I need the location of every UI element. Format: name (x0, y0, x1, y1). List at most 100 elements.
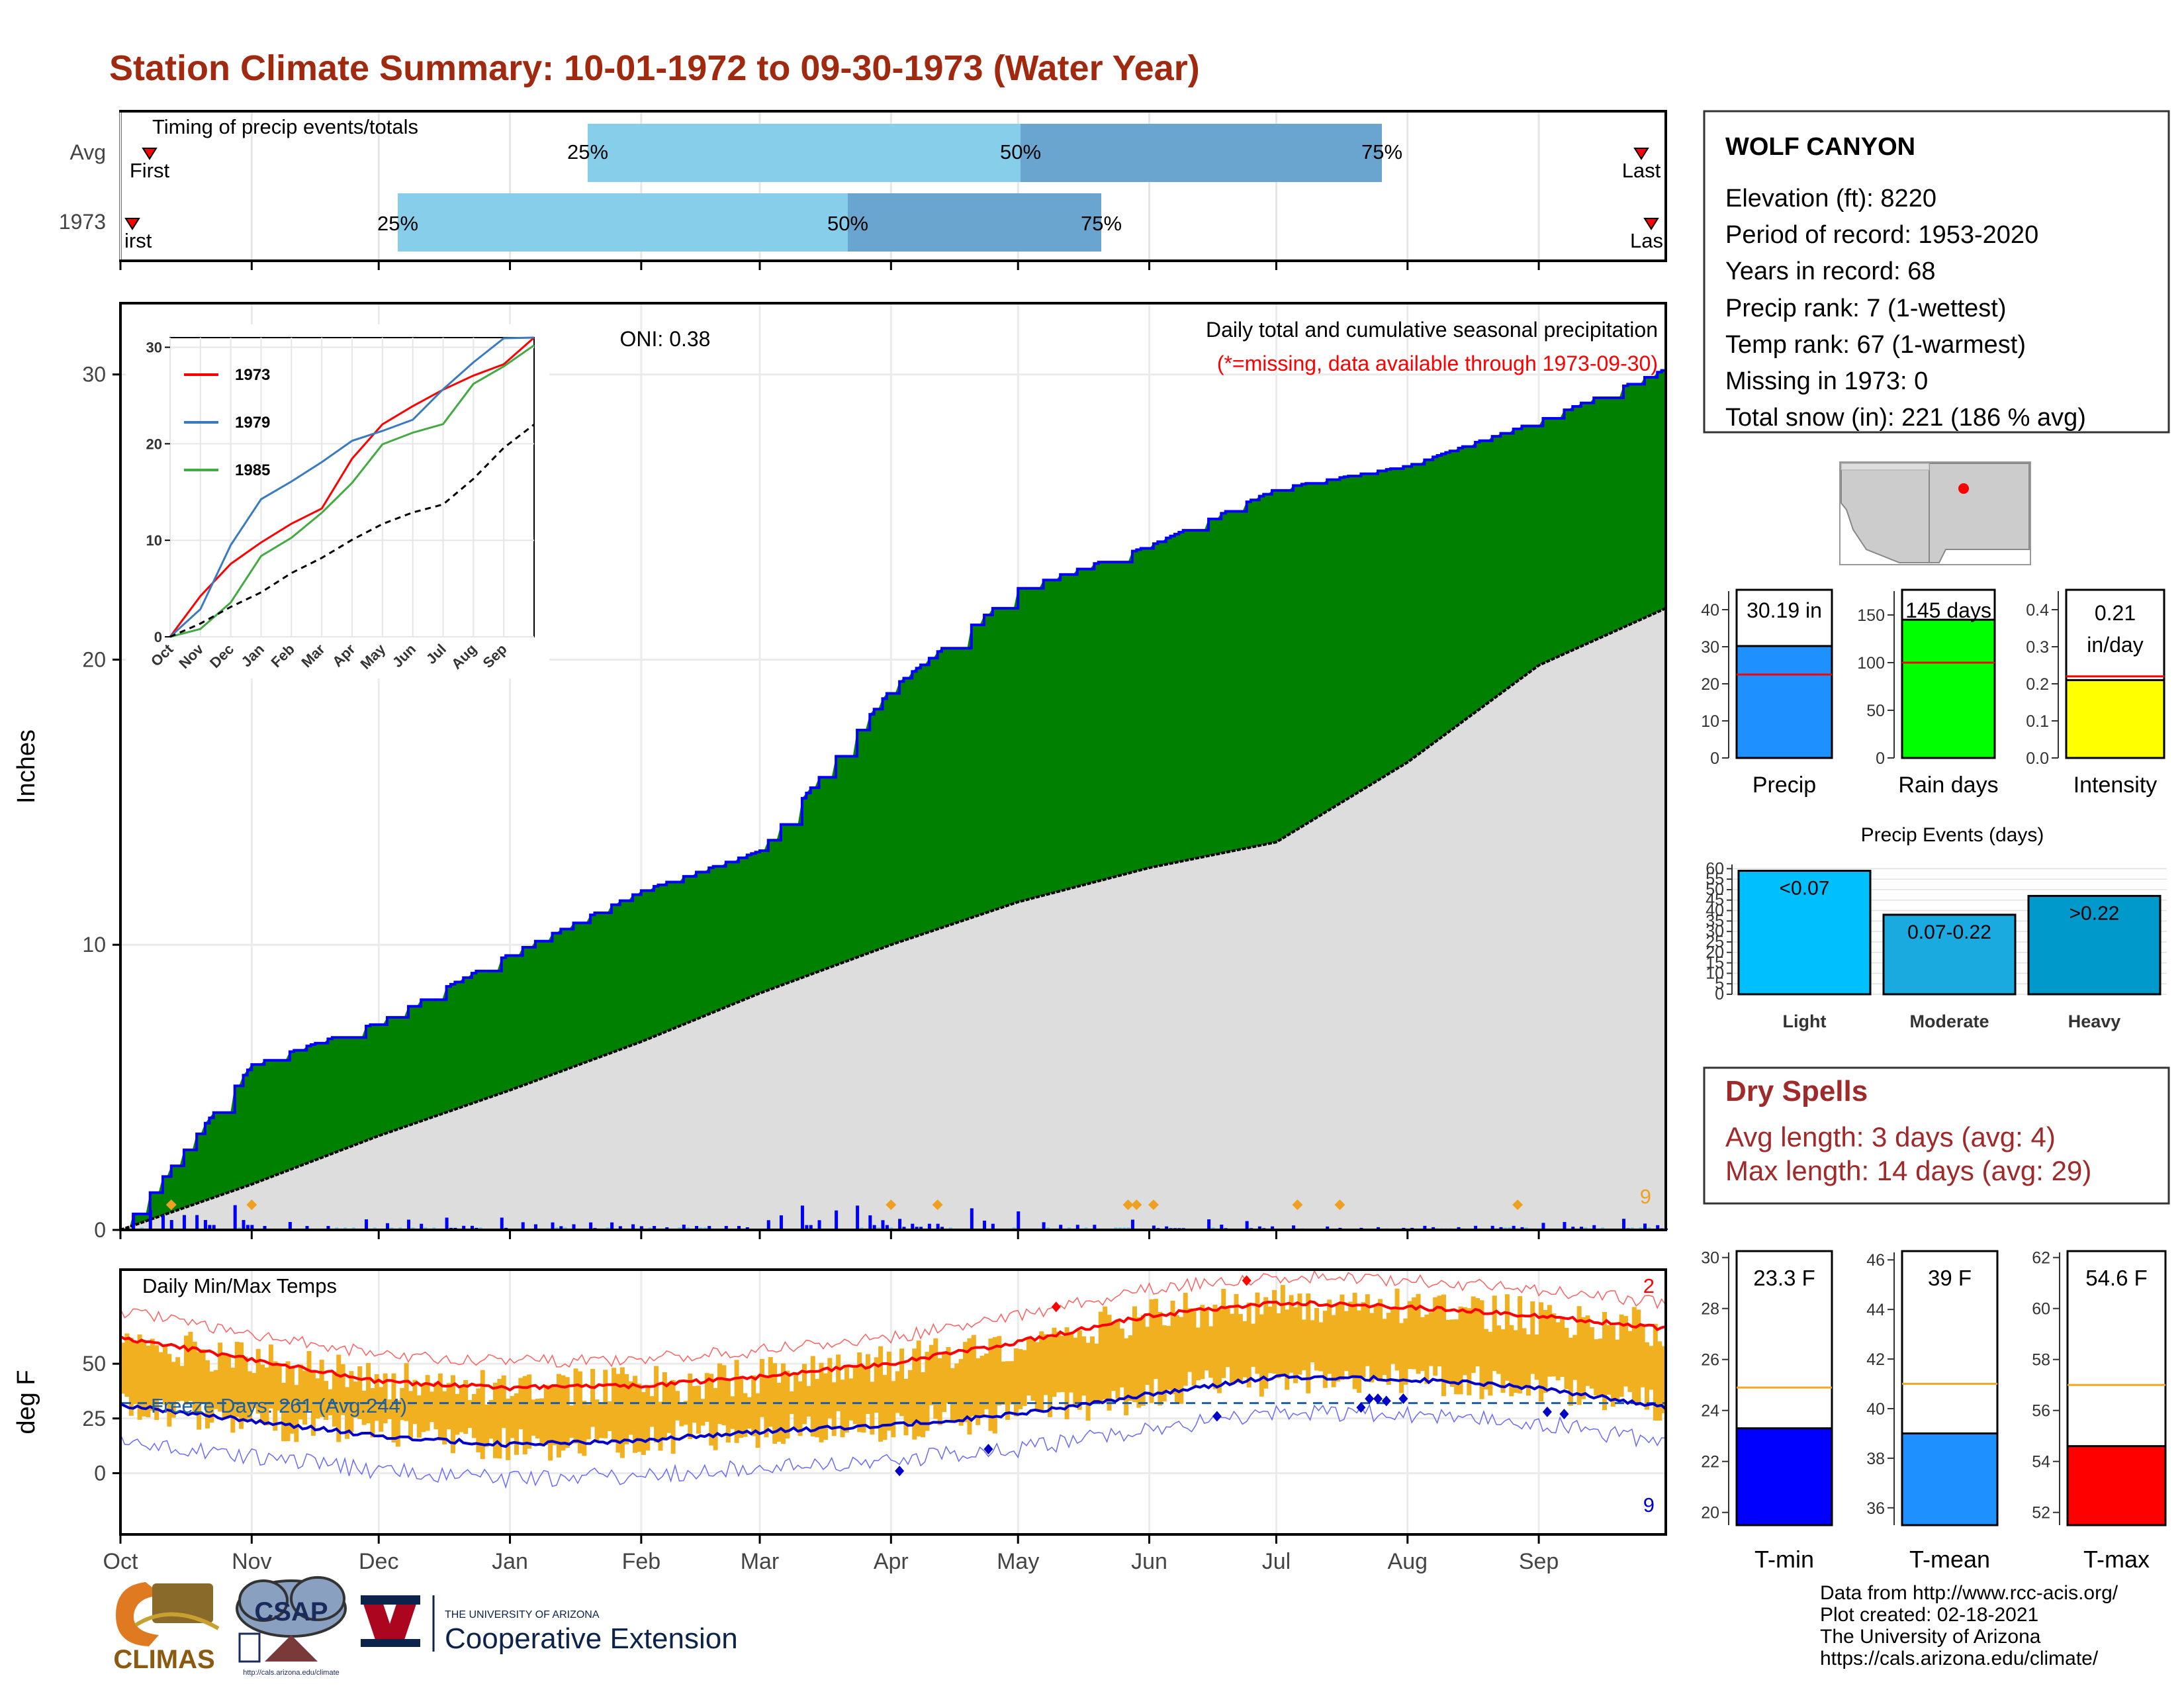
daily-temp-bar (366, 1362, 371, 1424)
csap-url: http://cals.arizona.edu/climate (243, 1669, 340, 1677)
daily-temp-bar (476, 1388, 481, 1452)
daily-temp-bar (285, 1361, 291, 1442)
daily-temp-bar (315, 1378, 320, 1419)
daily-temp-bar (730, 1396, 735, 1429)
daily-precip-bar (835, 1210, 839, 1230)
daily-temp-bar (1225, 1307, 1230, 1368)
daily-precip-bar (1592, 1225, 1596, 1230)
temp-summary-ytick-label: 42 (1866, 1350, 1885, 1369)
csap-mountain (265, 1635, 318, 1662)
daily-temp-bar (700, 1399, 705, 1426)
dry-spells-title: Dry Spells (1725, 1075, 1868, 1107)
ua-block-a-right (384, 1602, 417, 1642)
daily-temp-bar (637, 1383, 642, 1452)
temp-summary-ytick-label: 46 (1866, 1251, 1885, 1270)
daily-temp-bar (594, 1399, 600, 1442)
daily-precip-bar (1376, 1227, 1380, 1230)
daily-precip-bar (724, 1226, 728, 1230)
events-category-label: Moderate (1909, 1011, 1989, 1031)
daily-temp-bar (1200, 1305, 1205, 1380)
daily-temp-bar (535, 1399, 540, 1439)
daily-temp-bar (1285, 1309, 1290, 1390)
inset-ytick-label: 30 (146, 340, 162, 356)
timeline-year-first-marker (124, 218, 140, 230)
daily-temp-bar (1064, 1327, 1069, 1420)
record-max-line (120, 1270, 1666, 1368)
inset-line-1973 (169, 336, 535, 637)
daily-temp-bar (976, 1358, 981, 1425)
daily-temp-bar (298, 1364, 303, 1420)
inset-ytick-label: 0 (154, 629, 162, 645)
record-min-line (120, 1403, 1666, 1489)
daily-temp-bar (412, 1380, 418, 1425)
daily-temp-bar (1124, 1338, 1129, 1416)
daily-temp-bar (442, 1391, 447, 1445)
daily-temp-bar (531, 1399, 536, 1436)
daily-temp-bar (345, 1387, 350, 1439)
daily-temp-bar (370, 1387, 375, 1438)
daily-precip-bar (915, 1227, 919, 1230)
daily-temp-bar (408, 1391, 414, 1438)
temp-summary-ytick-label: 36 (1866, 1499, 1885, 1518)
daily-temp-bar (1458, 1306, 1463, 1395)
daily-precip-bar (365, 1219, 369, 1230)
temp-record-marker (1559, 1409, 1569, 1420)
daily-temp-bar (1327, 1299, 1332, 1374)
daily-temp-bar (942, 1352, 947, 1413)
daily-temp-bar (1276, 1313, 1281, 1379)
daily-precip-bar (132, 1215, 136, 1230)
daily-temp-bar (1496, 1325, 1502, 1374)
daily-temp-bar (539, 1398, 545, 1446)
daily-temp-bar (988, 1338, 993, 1431)
daily-temp-bar (1259, 1314, 1264, 1397)
daily-temp-bar (713, 1387, 718, 1450)
daily-temp-bar (815, 1379, 820, 1438)
summary-ytick-label: 150 (1857, 606, 1885, 625)
daily-precip-bar (250, 1225, 254, 1230)
daily-precip-bar (805, 1225, 809, 1230)
daily-precip-bar (305, 1226, 309, 1230)
daily-temp-bar (332, 1372, 337, 1427)
temp-summary-ytick-label: 22 (1701, 1453, 1719, 1472)
temp-summary-t-max: 52 54 56 58 60 62 54.6 F T-max (2032, 1249, 2167, 1573)
temp-xtick-label: Apr (874, 1549, 909, 1574)
daily-temp-bar (243, 1356, 248, 1422)
daily-temp-bar (1234, 1293, 1239, 1382)
daily-temp-bar (416, 1395, 422, 1438)
events-ytick-label: 55 (1706, 870, 1724, 888)
snow-diamond-markers (165, 1199, 1524, 1210)
daily-precip-bar (195, 1215, 199, 1230)
daily-temp-bar (844, 1366, 849, 1433)
daily-temp-bar (1060, 1335, 1066, 1392)
temp-xtick-label: Aug (1388, 1549, 1428, 1574)
daily-temp-bar (268, 1344, 273, 1409)
daily-temp-bar (776, 1383, 782, 1442)
daily-precip-bar (148, 1210, 152, 1230)
daily-precip-bar (263, 1226, 267, 1230)
temp-summary-value-label: 39 F (1928, 1266, 1972, 1290)
daily-temp-bar (336, 1354, 341, 1442)
daily-temp-bar (1140, 1315, 1146, 1406)
credits-source: Data from http://www.rcc-acis.org/ (1820, 1582, 2118, 1604)
daily-temp-bar (882, 1375, 887, 1440)
timeline-title: Timing of precip events/totals (152, 115, 418, 138)
daily-temp-bar (361, 1390, 367, 1425)
daily-temp-bar (302, 1370, 308, 1425)
daily-temp-bar (861, 1366, 866, 1433)
daily-temp-bar (823, 1373, 828, 1440)
inset-series-lines (169, 336, 535, 638)
daily-precip-bar (1432, 1227, 1435, 1230)
daily-temp-bar (1085, 1342, 1091, 1421)
daily-temp-bar (1191, 1311, 1197, 1386)
daily-precip-bar (521, 1222, 525, 1230)
daily-temp-bar (1018, 1349, 1023, 1409)
daily-temp-bar (446, 1383, 451, 1430)
daily-temp-bar (1289, 1295, 1294, 1373)
daily-temp-bar (1445, 1319, 1451, 1384)
daily-precip-bar (881, 1220, 885, 1230)
daily-temp-bar (1403, 1318, 1408, 1385)
temp-summary-ytick-label: 44 (1866, 1301, 1885, 1319)
daily-temp-bar (1428, 1312, 1433, 1366)
events-ytick-label: 50 (1706, 880, 1724, 899)
temp-summary-ytick-label: 26 (1701, 1351, 1719, 1370)
